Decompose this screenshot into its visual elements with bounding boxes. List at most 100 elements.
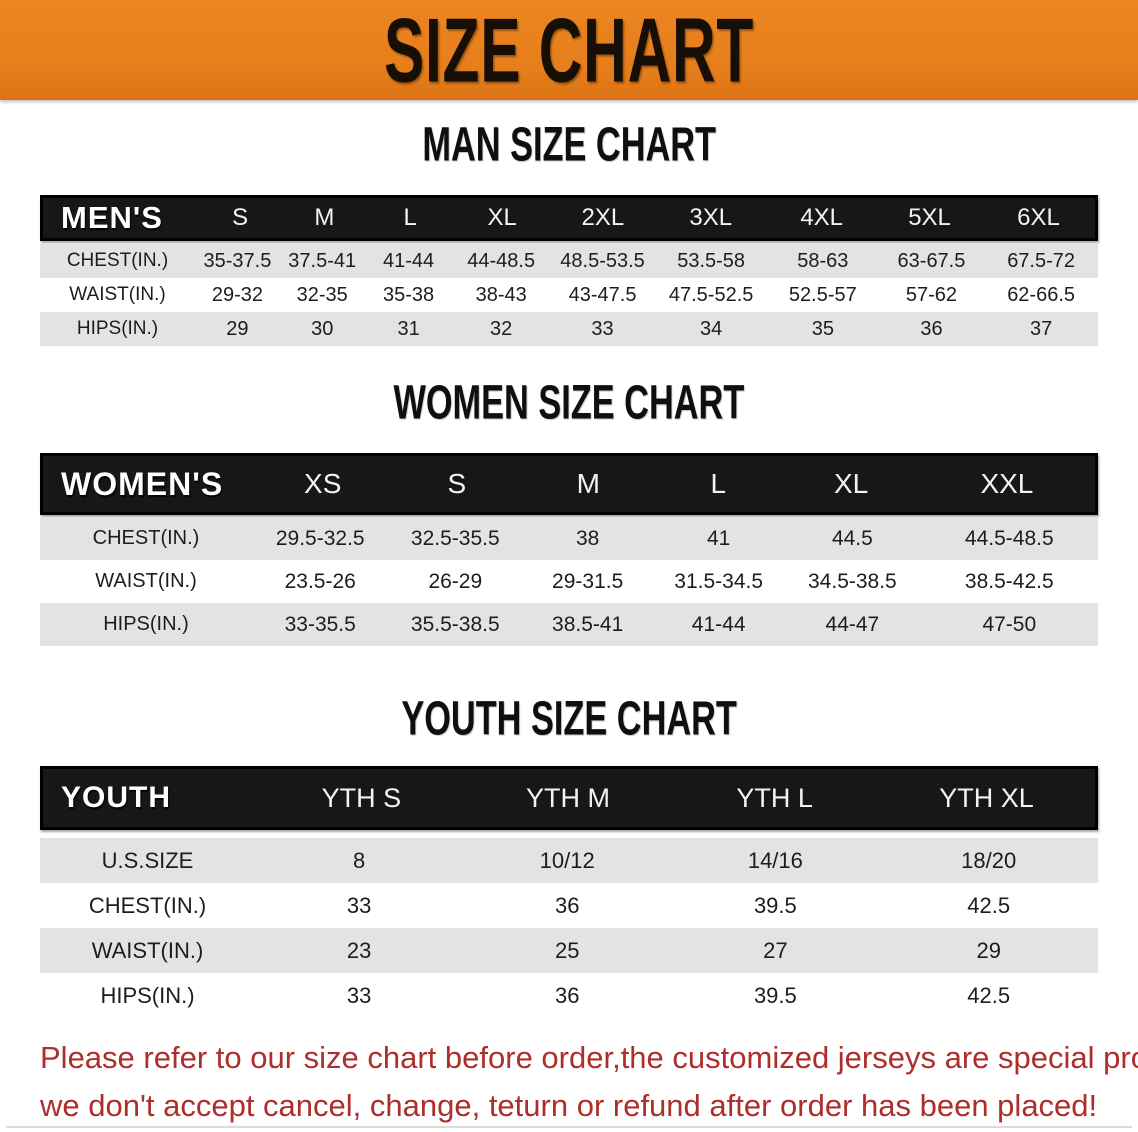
women-table-label: WOMEN'S <box>61 465 224 502</box>
table-cell: 53.5-58 <box>677 249 746 272</box>
table-cell: 36 <box>554 982 580 1008</box>
men-col-l: L <box>403 204 417 231</box>
table-cell: 31 <box>397 317 420 340</box>
bottom-edge-line <box>6 1126 1132 1128</box>
table-cell: 25 <box>554 937 580 963</box>
table-cell: 26-29 <box>428 569 483 593</box>
women-col-s: S <box>447 468 467 499</box>
table-cell: 37.5-41 <box>288 249 357 272</box>
table-cell: 44.5-48.5 <box>964 526 1054 550</box>
table-cell: 37 <box>1029 317 1053 340</box>
table-cell: 36 <box>920 317 943 340</box>
women-table-header-row: WOMEN'S XS S M L XL XXL <box>40 453 1098 515</box>
size-chart-banner: SIZE CHART <box>0 0 1138 100</box>
men-size-table: MEN'S S M L XL 2XL 3XL 4XL 5XL 6XL CHEST… <box>40 195 1098 346</box>
table-cell: 38 <box>575 526 600 550</box>
table-cell: 38.5-42.5 <box>964 569 1054 593</box>
women-col-xs: XS <box>304 468 342 499</box>
women-col-l: L <box>710 468 727 499</box>
man-heading-text: MAN SIZE CHART <box>422 117 716 172</box>
table-cell: 27 <box>763 937 788 963</box>
men-table-header-row: MEN'S S M L XL 2XL 3XL 4XL 5XL 6XL <box>40 195 1098 241</box>
row-label: U.S.SIZE <box>101 847 194 873</box>
youth-size-table: YOUTH YTH S YTH M YTH L YTH XL U.S.SIZE … <box>40 766 1098 1018</box>
youth-table-header-row: YOUTH YTH S YTH M YTH L YTH XL <box>40 766 1098 830</box>
table-cell: 33-35.5 <box>284 612 356 636</box>
table-cell: 35 <box>811 317 834 340</box>
men-col-3xl: 3XL <box>689 204 733 231</box>
women-col-m: M <box>576 468 600 499</box>
youth-hips-row: HIPS(IN.) 33 36 39.5 42.5 <box>40 973 1098 1018</box>
men-col-m: M <box>314 204 335 231</box>
row-label: CHEST(IN.) <box>88 892 207 918</box>
women-size-table: WOMEN'S XS S M L XL XXL CHEST(IN.) 29.5-… <box>40 453 1098 646</box>
table-cell: 41 <box>706 526 731 550</box>
row-label: CHEST(IN.) <box>92 527 200 549</box>
table-cell: 35.5-38.5 <box>410 612 500 636</box>
table-cell: 23.5-26 <box>284 569 356 593</box>
men-col-2xl: 2XL <box>581 204 625 231</box>
disclaimer-line-2: we don't accept cancel, change, teturn o… <box>40 1088 1098 1124</box>
women-col-xl: XL <box>833 468 869 499</box>
table-cell: 35-38 <box>383 283 435 306</box>
row-label: HIPS(IN.) <box>100 982 195 1008</box>
youth-waist-row: WAIST(IN.) 23 25 27 29 <box>40 928 1098 973</box>
youth-heading-text: YOUTH SIZE CHART <box>401 691 737 746</box>
table-cell: 35-37.5 <box>203 249 272 272</box>
banner-title: SIZE CHART <box>383 0 755 101</box>
table-cell: 33 <box>346 892 372 918</box>
youth-col-s: YTH S <box>321 782 402 813</box>
men-col-5xl: 5XL <box>908 204 951 231</box>
women-col-xxl: XXL <box>980 468 1034 499</box>
table-cell: 44-48.5 <box>467 249 536 272</box>
order-disclaimer: Please refer to our size chart before or… <box>40 1034 1138 1130</box>
men-chest-row: CHEST(IN.) 35-37.5 37.5-41 41-44 44-48.5… <box>40 244 1098 278</box>
men-col-6xl: 6XL <box>1017 204 1060 231</box>
table-cell: 39.5 <box>753 982 797 1008</box>
table-cell: 29-32 <box>211 283 263 306</box>
table-cell: 33 <box>346 982 372 1008</box>
table-cell: 67.5-72 <box>1007 249 1076 272</box>
table-cell: 63-67.5 <box>897 249 966 272</box>
table-cell: 29 <box>226 317 249 340</box>
table-cell: 41-44 <box>691 612 746 636</box>
table-cell: 30 <box>311 317 334 340</box>
table-cell: 52.5-57 <box>788 283 857 306</box>
table-cell: 39.5 <box>753 892 797 918</box>
disclaimer-line-1: Please refer to our size chart before or… <box>40 1040 1138 1075</box>
table-cell: 42.5 <box>967 892 1011 918</box>
table-cell: 29-31.5 <box>552 569 624 593</box>
table-cell: 31.5-34.5 <box>674 569 764 593</box>
table-cell: 44-47 <box>825 612 880 636</box>
row-label: HIPS(IN.) <box>103 613 189 635</box>
table-cell: 34.5-38.5 <box>808 569 897 593</box>
table-cell: 32.5-35.5 <box>410 526 500 550</box>
men-waist-row: WAIST(IN.) 29-32 32-35 35-38 38-43 43-47… <box>40 278 1098 312</box>
men-col-s: S <box>232 204 249 231</box>
table-cell: 57-62 <box>905 283 958 306</box>
table-cell: 29.5-32.5 <box>275 526 365 550</box>
table-cell: 18/20 <box>961 847 1017 873</box>
row-label: WAIST(IN.) <box>69 284 166 305</box>
row-label: WAIST(IN.) <box>95 570 197 592</box>
women-heading-text: WOMEN SIZE CHART <box>393 375 745 430</box>
youth-col-xl: YTH XL <box>939 782 1034 813</box>
women-hips-row: HIPS(IN.) 33-35.5 35.5-38.5 38.5-41 41-4… <box>40 603 1098 646</box>
table-cell: 36 <box>554 892 580 918</box>
men-hips-row: HIPS(IN.) 29 30 31 32 33 34 35 36 37 <box>40 312 1098 346</box>
youth-chest-row: CHEST(IN.) 33 36 39.5 42.5 <box>40 883 1098 928</box>
table-cell: 58-63 <box>797 249 849 272</box>
table-cell: 43-47.5 <box>568 283 637 306</box>
man-section-heading: MAN SIZE CHART <box>0 117 1138 172</box>
table-cell: 47-50 <box>982 612 1037 636</box>
table-cell: 14/16 <box>747 847 803 873</box>
table-cell: 8 <box>352 847 366 873</box>
row-label: HIPS(IN.) <box>76 318 159 339</box>
table-cell: 48.5-53.5 <box>560 249 645 272</box>
table-cell: 23 <box>346 937 372 963</box>
table-cell: 34 <box>700 317 723 340</box>
table-cell: 41-44 <box>383 249 435 272</box>
youth-col-m: YTH M <box>525 782 610 813</box>
men-table-label: MEN'S <box>61 200 163 235</box>
table-cell: 38.5-41 <box>552 612 624 636</box>
